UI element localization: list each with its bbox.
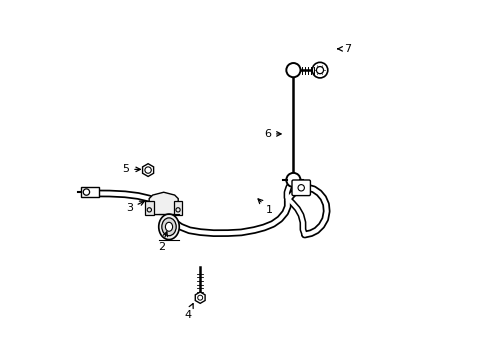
Circle shape [286, 173, 300, 187]
Ellipse shape [165, 222, 172, 231]
Text: 2: 2 [157, 232, 167, 252]
Ellipse shape [162, 218, 176, 236]
Ellipse shape [159, 214, 179, 239]
Text: 5: 5 [122, 165, 140, 174]
Polygon shape [149, 192, 178, 215]
Text: 7: 7 [337, 44, 350, 54]
Polygon shape [173, 201, 182, 215]
Text: 3: 3 [125, 201, 144, 213]
Circle shape [286, 63, 300, 77]
FancyBboxPatch shape [291, 180, 310, 195]
Circle shape [311, 62, 327, 78]
Polygon shape [81, 187, 99, 197]
Polygon shape [195, 292, 204, 303]
Text: 6: 6 [264, 129, 281, 139]
Polygon shape [144, 201, 153, 215]
Text: 4: 4 [184, 303, 193, 320]
Polygon shape [142, 164, 153, 176]
Text: 1: 1 [258, 199, 272, 215]
